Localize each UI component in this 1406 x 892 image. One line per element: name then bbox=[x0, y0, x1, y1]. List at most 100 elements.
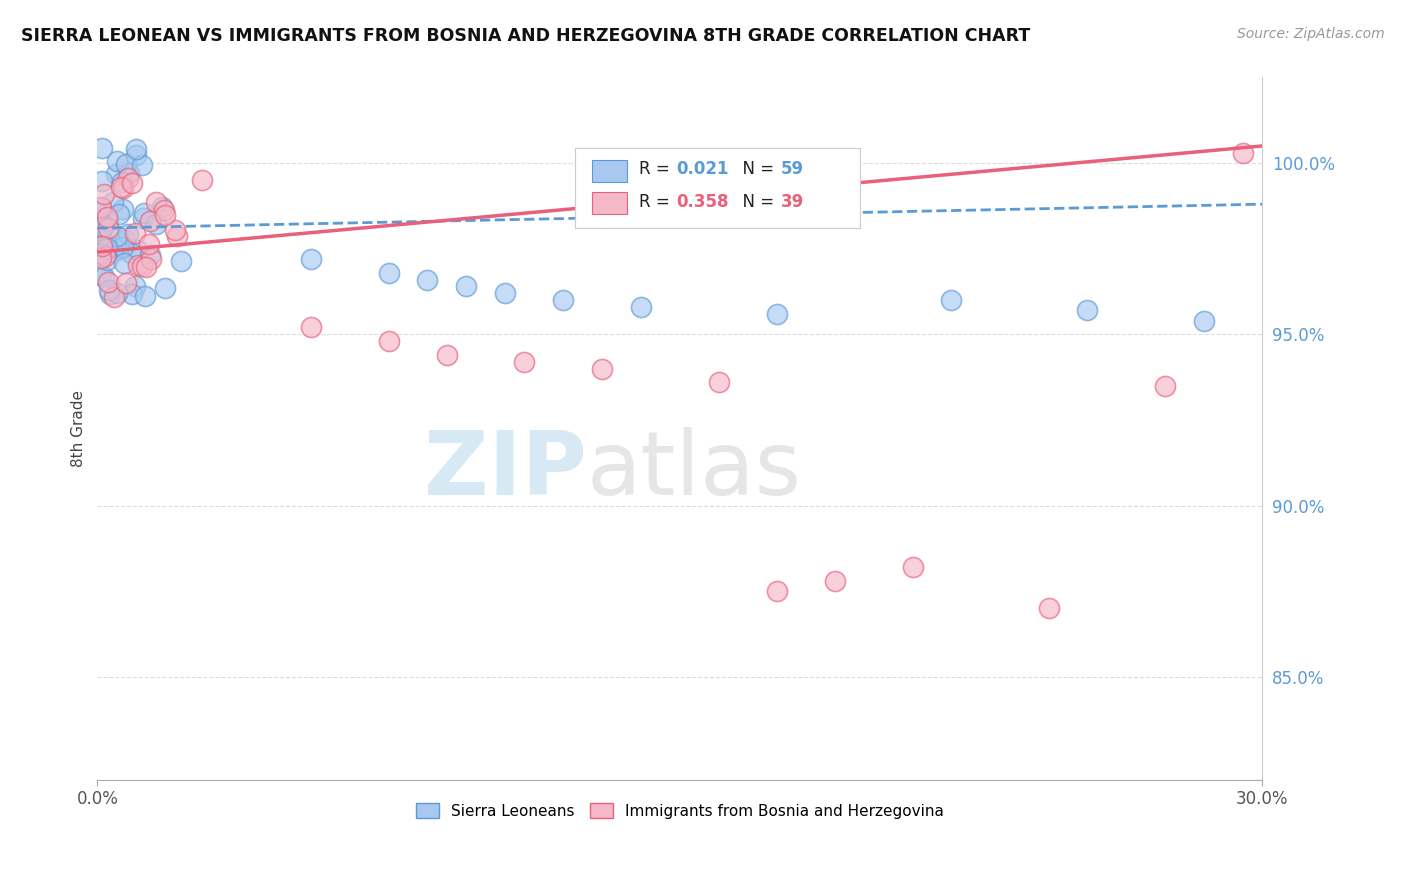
Y-axis label: 8th Grade: 8th Grade bbox=[72, 390, 86, 467]
Point bbox=[155, 208, 177, 222]
Point bbox=[96, 252, 118, 267]
Point bbox=[105, 286, 128, 301]
Point bbox=[90, 246, 112, 260]
Point bbox=[553, 293, 575, 307]
Point bbox=[90, 201, 112, 215]
Point bbox=[513, 355, 536, 369]
Text: ZIP: ZIP bbox=[423, 427, 586, 514]
Point bbox=[765, 307, 787, 321]
Point bbox=[114, 233, 136, 247]
Point bbox=[111, 181, 134, 195]
Text: R =: R = bbox=[638, 193, 675, 211]
Point bbox=[1076, 303, 1098, 318]
Point bbox=[105, 167, 128, 181]
FancyBboxPatch shape bbox=[592, 192, 627, 214]
Text: 59: 59 bbox=[780, 161, 804, 178]
Point bbox=[591, 361, 613, 376]
Point bbox=[97, 214, 120, 228]
Text: 39: 39 bbox=[780, 193, 804, 211]
Point bbox=[97, 275, 120, 289]
Text: R =: R = bbox=[638, 161, 675, 178]
Point bbox=[901, 560, 924, 574]
Point bbox=[166, 228, 188, 243]
Point bbox=[98, 283, 121, 297]
Point bbox=[112, 256, 135, 270]
Point bbox=[108, 207, 131, 221]
Text: 0.358: 0.358 bbox=[676, 193, 728, 211]
Point bbox=[103, 244, 125, 259]
Point bbox=[90, 239, 112, 253]
Point bbox=[1154, 378, 1177, 392]
Point bbox=[90, 251, 112, 265]
Point bbox=[436, 348, 458, 362]
Point bbox=[1038, 601, 1060, 615]
Point bbox=[416, 272, 439, 286]
Text: SIERRA LEONEAN VS IMMIGRANTS FROM BOSNIA AND HERZEGOVINA 8TH GRADE CORRELATION C: SIERRA LEONEAN VS IMMIGRANTS FROM BOSNIA… bbox=[21, 27, 1031, 45]
Text: Source: ZipAtlas.com: Source: ZipAtlas.com bbox=[1237, 27, 1385, 41]
FancyBboxPatch shape bbox=[592, 160, 627, 182]
Point bbox=[494, 286, 516, 301]
Point bbox=[97, 221, 120, 235]
Point bbox=[124, 226, 146, 240]
Point bbox=[93, 219, 115, 234]
Point bbox=[98, 287, 121, 301]
Point bbox=[96, 210, 118, 224]
Point bbox=[115, 157, 138, 171]
Point bbox=[93, 269, 115, 284]
Point bbox=[299, 320, 322, 334]
Point bbox=[90, 223, 112, 237]
Point bbox=[124, 278, 146, 293]
Point bbox=[101, 194, 124, 209]
Text: N =: N = bbox=[733, 193, 779, 211]
Text: 0.021: 0.021 bbox=[676, 161, 728, 178]
Point bbox=[134, 289, 156, 303]
Point bbox=[103, 289, 125, 303]
Point bbox=[941, 293, 963, 307]
Point bbox=[96, 241, 118, 255]
Point bbox=[115, 276, 138, 290]
Point bbox=[110, 180, 132, 194]
Point bbox=[1192, 313, 1215, 327]
Point bbox=[163, 223, 186, 237]
Point bbox=[707, 376, 730, 390]
Point bbox=[125, 147, 148, 161]
Point bbox=[139, 248, 162, 262]
Point bbox=[105, 153, 128, 168]
Point bbox=[1232, 145, 1254, 160]
Point bbox=[824, 574, 846, 588]
Point bbox=[94, 249, 117, 263]
Point bbox=[152, 203, 174, 218]
Point bbox=[91, 141, 114, 155]
Point bbox=[150, 200, 173, 214]
Point bbox=[132, 206, 155, 220]
Point bbox=[131, 158, 153, 172]
Point bbox=[138, 214, 160, 228]
Point bbox=[90, 201, 112, 215]
Point bbox=[112, 240, 135, 254]
FancyBboxPatch shape bbox=[575, 148, 860, 228]
Point bbox=[124, 142, 146, 156]
Point bbox=[127, 243, 149, 257]
Point bbox=[117, 227, 139, 241]
Point bbox=[377, 266, 399, 280]
Point bbox=[299, 252, 322, 266]
Point bbox=[93, 186, 115, 201]
Point bbox=[135, 260, 157, 275]
Point bbox=[90, 246, 112, 260]
Point bbox=[93, 234, 115, 248]
Legend: Sierra Leoneans, Immigrants from Bosnia and Herzegovina: Sierra Leoneans, Immigrants from Bosnia … bbox=[409, 797, 950, 824]
Point bbox=[121, 287, 143, 301]
Point bbox=[107, 242, 129, 256]
Point bbox=[456, 279, 478, 293]
Point bbox=[132, 211, 155, 225]
Point bbox=[90, 174, 112, 188]
Text: N =: N = bbox=[733, 161, 779, 178]
Point bbox=[377, 334, 399, 348]
Point bbox=[131, 260, 153, 274]
Point bbox=[105, 228, 128, 243]
Point bbox=[155, 281, 177, 295]
Point bbox=[765, 584, 787, 599]
Point bbox=[139, 252, 162, 266]
Point bbox=[145, 217, 167, 231]
Point bbox=[112, 202, 135, 216]
